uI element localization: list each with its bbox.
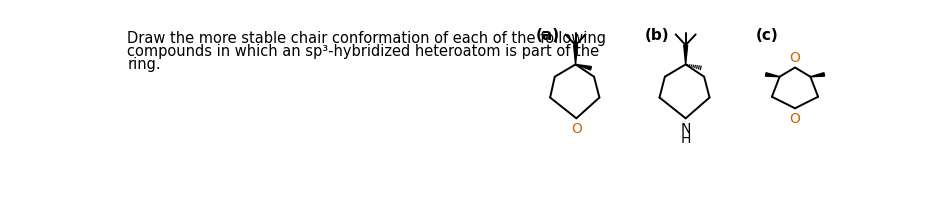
Text: O: O (789, 111, 801, 125)
Polygon shape (810, 73, 825, 77)
Text: ring.: ring. (127, 57, 161, 72)
Polygon shape (766, 73, 780, 77)
Text: Draw the more stable chair conformation of each of the following: Draw the more stable chair conformation … (127, 31, 607, 45)
Text: (a): (a) (535, 28, 559, 43)
Text: compounds in which an sp³-hybridized heteroatom is part of the: compounds in which an sp³-hybridized het… (127, 44, 599, 59)
Text: (c): (c) (756, 28, 779, 43)
Polygon shape (573, 46, 577, 65)
Text: O: O (789, 50, 801, 64)
Text: N: N (681, 122, 690, 136)
Polygon shape (684, 46, 688, 65)
Text: H: H (681, 131, 690, 145)
Text: O: O (571, 122, 582, 136)
Text: (b): (b) (645, 28, 670, 43)
Polygon shape (575, 65, 592, 71)
